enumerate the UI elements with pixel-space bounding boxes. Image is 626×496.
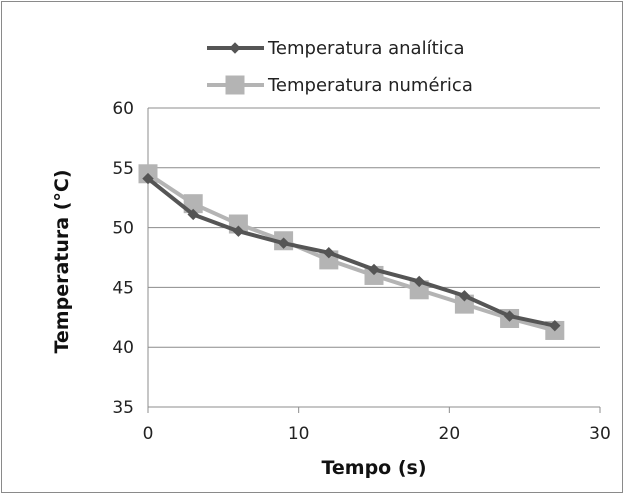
series-lines	[138, 164, 565, 340]
y-tick-label: 50	[112, 219, 134, 239]
series-line	[146, 176, 556, 328]
data-point	[503, 310, 516, 322]
data-point	[187, 208, 199, 221]
data-point	[142, 172, 154, 185]
data-point	[368, 263, 380, 276]
y-tick-label: 45	[112, 278, 134, 298]
x-tick-label: 0	[143, 424, 154, 444]
legend: Temperatura analítica Temperatura numéric…	[207, 38, 473, 96]
legend-swatch-marker	[225, 75, 245, 95]
data-point	[277, 237, 290, 249]
legend-swatch-marker	[229, 42, 241, 54]
y-tick-label: 55	[112, 159, 134, 179]
data-point	[323, 247, 335, 259]
axes: 35 40 45 50 55 60 0 10 20 30	[112, 99, 610, 444]
y-tick-label: 35	[112, 398, 134, 418]
legend-label: Temperatura numérica	[267, 75, 473, 96]
series-line	[146, 172, 556, 333]
y-tick-label: 60	[112, 99, 134, 119]
data-point	[232, 225, 245, 237]
data-point	[413, 275, 425, 288]
x-axis-title: Tempo (s)	[321, 457, 426, 479]
x-tick-label: 10	[288, 424, 310, 444]
data-point	[549, 319, 561, 332]
y-tick-label: 40	[112, 338, 134, 358]
gridlines	[148, 107, 600, 348]
legend-entry: Temperatura analítica	[207, 38, 465, 59]
series-analitica	[142, 172, 561, 332]
legend-entry: Temperatura numérica	[207, 75, 473, 96]
y-axis-title: Temperatura (°C)	[51, 169, 73, 353]
legend-label: Temperatura analítica	[267, 38, 465, 59]
x-tick-label: 20	[439, 424, 461, 444]
x-tick-label: 30	[589, 424, 611, 444]
data-point	[458, 290, 471, 302]
